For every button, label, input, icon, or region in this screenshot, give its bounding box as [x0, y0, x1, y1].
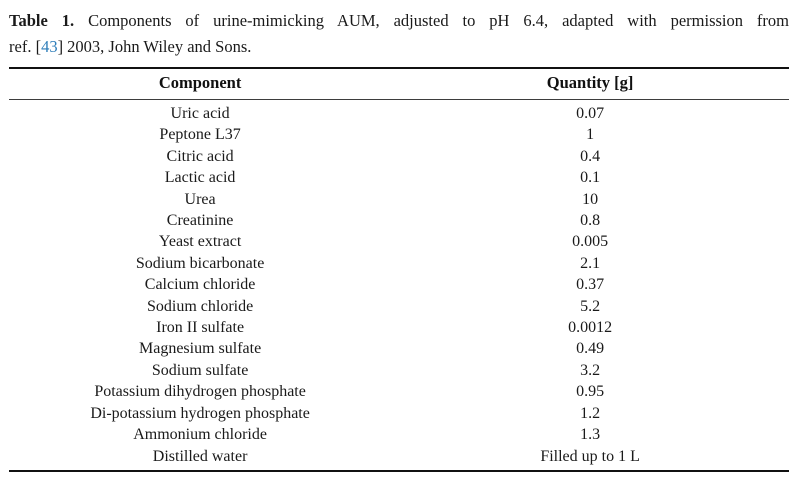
quantity-cell: 0.07 [576, 105, 605, 122]
quantity-cell: 1.3 [580, 426, 601, 444]
table-row: Peptone L37 1 [9, 124, 789, 145]
component-cell: Peptone L37 [159, 126, 241, 144]
component-cell: Sodium sulfate [151, 361, 249, 379]
component-cell: Citric acid [166, 147, 234, 165]
table-caption-label: Table 1. [9, 11, 75, 30]
table-row: Lactic acid 0.1 [9, 167, 789, 188]
caption-line-1: Table 1. Components of urine-mimicking A… [9, 8, 789, 34]
caption-line-2: ref. [43] 2003, John Wiley and Sons. [9, 34, 789, 60]
component-cell: Ammonium chloride [133, 426, 267, 444]
component-cell: Iron II sulfate [156, 319, 245, 337]
table-row: Calcium chloride 0.37 [9, 274, 789, 295]
table-body: Uric acid 0.07 Peptone L37 1 Citric acid 0.4 L… [9, 100, 789, 471]
table-row: Ammonium chloride 1.3 [9, 424, 789, 445]
quantity-cell: 1 [586, 126, 595, 144]
quantity-cell: 10 [582, 190, 599, 208]
quantity-cell: 1.2 [580, 404, 601, 422]
quantity-cell: 0.1 [580, 169, 601, 187]
quantity-cell: Filled up to 1 L [540, 447, 640, 465]
component-cell: Urea [184, 190, 216, 208]
component-cell: Potassium dihydrogen phosphate [94, 383, 306, 401]
component-cell: Sodium chloride [146, 297, 254, 315]
quantity-cell: 2.1 [580, 254, 601, 272]
table-row: Potassium dihydrogen phosphate 0.95 [9, 381, 789, 402]
column-header-quantity: Quantity [g] [391, 68, 789, 100]
table-row: Di-potassium hydrogen phosphate 1.2 [9, 403, 789, 424]
component-cell: Lactic acid [164, 169, 236, 187]
quantity-cell: 3.2 [580, 361, 601, 379]
table-row: Yeast extract 0.005 [9, 231, 789, 252]
component-cell: Calcium chloride [144, 276, 256, 294]
header-row: Component Quantity [g] [9, 68, 789, 100]
component-cell: Creatinine [166, 212, 234, 230]
component-cell: Di-potassium hydrogen phosphate [90, 404, 310, 422]
quantity-cell: 0.0012 [568, 319, 613, 337]
quantity-cell: 0.95 [576, 383, 605, 401]
caption-text-post-ref: ] 2003, John Wiley and Sons. [57, 37, 252, 56]
caption-text: Components of urine-mimicking AUM, adjus… [88, 11, 789, 30]
caption-text-pre-ref: ref. [ [9, 37, 42, 56]
table-row: Distilled water Filled up to 1 L [9, 446, 789, 471]
table-row: Uric acid 0.07 [9, 100, 789, 125]
table-row: Creatinine 0.8 [9, 210, 789, 231]
quantity-cell: 0.005 [572, 233, 609, 251]
component-cell: Uric acid [170, 105, 230, 122]
component-cell: Yeast extract [158, 233, 242, 251]
table-row: Sodium chloride 5.2 [9, 296, 789, 317]
column-header-component: Component [9, 68, 392, 100]
component-cell: Distilled water [152, 447, 248, 465]
table-row: Sodium sulfate 3.2 [9, 360, 789, 381]
quantity-cell: 5.2 [580, 297, 601, 315]
citation-ref-link[interactable]: 43 [41, 37, 58, 56]
component-cell: Sodium bicarbonate [135, 254, 265, 272]
components-table: Component Quantity [g] Uric acid 0.07 Pept… [9, 67, 789, 472]
table-row: Urea 10 [9, 189, 789, 210]
quantity-cell: 0.8 [580, 212, 601, 230]
component-cell: Magnesium sulfate [138, 340, 262, 358]
table-row: Iron II sulfate 0.0012 [9, 317, 789, 338]
quantity-cell: 0.49 [576, 340, 605, 358]
table-row: Sodium bicarbonate 2.1 [9, 253, 789, 274]
table-caption: Table 1. Components of urine-mimicking A… [9, 8, 789, 60]
table-row: Magnesium sulfate 0.49 [9, 338, 789, 359]
quantity-cell: 0.4 [580, 147, 601, 165]
quantity-cell: 0.37 [576, 276, 605, 294]
table-row: Citric acid 0.4 [9, 146, 789, 167]
